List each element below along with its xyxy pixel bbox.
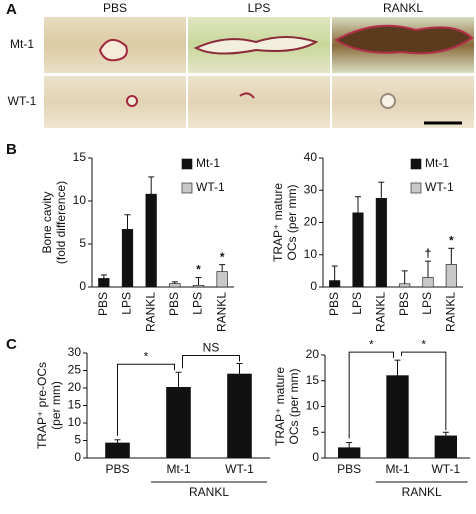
bar [352,212,364,288]
significance-bracket [117,363,175,436]
bar [98,278,110,288]
y-axis-label: TRAP⁺ mature [271,183,285,262]
x-tick-label: RANKL [214,292,228,332]
group-label: RANKL [189,485,229,499]
annotation: * [196,263,201,277]
y-axis-label: TRAP⁺ mature [273,367,287,446]
x-tick-label: LPS [420,292,434,315]
annotation: † [425,246,432,260]
bar [227,373,252,459]
bar [105,442,130,459]
legend-label: WT-1 [425,180,454,194]
y-axis-label: OCs (per mm) [287,369,301,445]
significance-label: * [421,337,426,351]
column-label: RANKL [383,1,423,15]
legend-label: Mt-1 [425,156,449,170]
micrographs [44,17,474,128]
y-tick-label: 40 [304,150,318,164]
legend-label: WT-1 [196,180,225,194]
y-tick-label: 30 [304,182,318,196]
y-tick-label: 0 [310,279,317,293]
panel-label: B [6,141,17,158]
significance-label: NS [203,341,220,355]
x-tick-label: PBS [167,292,181,316]
x-tick-label: LPS [120,292,134,315]
y-tick-label: 25 [68,363,82,377]
x-tick-label: WT-1 [225,462,254,476]
y-axis-label: (fold difference) [54,181,68,264]
legend-swatch [410,182,422,194]
x-tick-label: PBS [96,292,110,316]
x-tick-label: PBS [337,462,361,476]
y-axis-label: (per mm) [49,381,63,430]
significance-bracket [182,355,240,369]
y-tick-label: 20 [68,380,82,394]
x-tick-label: RANKL [374,292,388,332]
x-tick-label: LPS [191,292,205,315]
y-tick-label: 15 [73,150,87,164]
significance-bracket [348,351,394,439]
bar [216,271,228,288]
y-tick-label: 20 [306,347,320,361]
legend-swatch [181,182,193,194]
significance-label: * [144,349,149,363]
y-tick-label: 10 [304,247,318,261]
bar [329,280,341,288]
legend-swatch [181,158,193,170]
bar [434,435,458,459]
x-tick-label: PBS [327,292,341,316]
column-label: LPS [248,1,271,15]
bar [192,284,205,288]
y-tick-label: 0 [79,279,86,293]
bar [166,386,191,459]
significance-label: * [369,337,374,351]
bar [145,193,157,288]
significance-bracket [401,351,447,431]
bar [337,447,361,459]
bar [121,229,134,288]
annotation: * [220,250,225,264]
y-tick-label: 0 [74,450,81,464]
y-tick-label: 0 [312,450,319,464]
x-tick-label: WT-1 [431,462,460,476]
y-tick-label: 5 [74,433,81,447]
bar [375,198,387,288]
x-tick-label: PBS [397,292,411,316]
y-tick-label: 5 [79,236,86,250]
bar [445,264,457,288]
annotation: * [449,233,454,247]
y-axis-label: TRAP⁺ pre-OCs [35,362,49,449]
row-label: Mt-1 [10,37,34,51]
y-tick-label: 30 [68,345,82,359]
bar [386,375,409,459]
x-tick-label: LPS [350,292,364,315]
y-axis-label: OCs (per mm) [285,185,299,261]
column-label: PBS [103,1,127,15]
group-label: RANKL [402,485,442,499]
y-tick-label: 10 [68,415,82,429]
x-tick-label: Mt-1 [167,462,191,476]
y-axis-label: Bone cavity [40,191,54,253]
y-tick-label: 10 [73,193,87,207]
y-tick-label: 15 [306,373,320,387]
panel-label: C [6,336,17,353]
panel-label: A [6,1,17,18]
x-tick-label: RANKL [444,292,458,332]
bar [169,283,181,288]
bar [399,283,411,288]
y-tick-label: 10 [306,399,320,413]
bar [422,277,434,288]
x-tick-label: RANKL [143,292,157,332]
y-tick-label: 20 [304,215,318,229]
row-label: WT-1 [8,94,37,108]
y-tick-label: 5 [312,424,319,438]
x-tick-label: Mt-1 [386,462,410,476]
legend-label: Mt-1 [196,156,220,170]
x-tick-label: PBS [105,462,129,476]
y-tick-label: 15 [68,398,82,412]
legend-swatch [410,158,422,170]
